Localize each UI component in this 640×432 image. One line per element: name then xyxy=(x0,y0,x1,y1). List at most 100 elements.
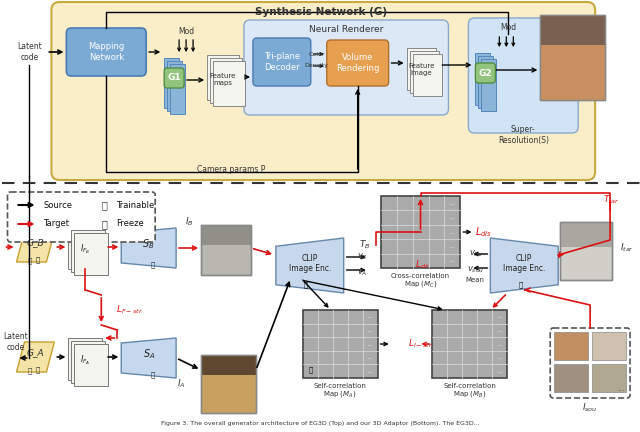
Text: ...: ... xyxy=(450,244,455,249)
Bar xyxy=(303,310,378,378)
FancyBboxPatch shape xyxy=(51,2,595,180)
Text: Volume
Rendering: Volume Rendering xyxy=(336,53,380,73)
Bar xyxy=(540,15,605,45)
Text: Tri-plane
Decoder: Tri-plane Decoder xyxy=(264,52,300,72)
Text: 🔓: 🔓 xyxy=(308,367,313,373)
Text: 🔒: 🔒 xyxy=(303,282,308,288)
Text: CLIP
Image Enc.: CLIP Image Enc. xyxy=(289,254,331,273)
Text: Figure 3. The overall generator architecture of EG3D (Top) and our 3D Adaptor (B: Figure 3. The overall generator architec… xyxy=(161,420,480,426)
Bar xyxy=(210,58,242,103)
Text: Synthesis Network (G): Synthesis Network (G) xyxy=(255,7,387,17)
Text: 🔒: 🔒 xyxy=(150,372,155,378)
FancyBboxPatch shape xyxy=(468,18,578,133)
Bar xyxy=(213,61,245,106)
Bar xyxy=(201,225,251,275)
Bar xyxy=(201,225,251,245)
Text: 🔒: 🔒 xyxy=(35,367,40,373)
Text: Self-correlation: Self-correlation xyxy=(314,383,367,389)
Text: Mod: Mod xyxy=(178,28,194,36)
Text: ...: ... xyxy=(497,355,502,360)
Text: Mapping
Network: Mapping Network xyxy=(88,42,124,62)
FancyBboxPatch shape xyxy=(550,328,630,398)
Text: 🔒: 🔒 xyxy=(101,219,107,229)
Text: 🔓: 🔓 xyxy=(150,262,155,268)
Text: $T_B$: $T_B$ xyxy=(359,239,371,251)
Polygon shape xyxy=(17,232,54,262)
Text: Latent
code: Latent code xyxy=(17,42,42,62)
Polygon shape xyxy=(276,238,344,293)
Bar xyxy=(592,332,626,360)
Text: 🔒: 🔒 xyxy=(28,258,31,264)
Text: ...: ... xyxy=(497,342,502,346)
Text: ...: ... xyxy=(450,201,455,206)
FancyBboxPatch shape xyxy=(67,28,146,76)
Text: Map ($M_B$): Map ($M_B$) xyxy=(453,389,486,399)
FancyBboxPatch shape xyxy=(327,40,388,86)
Bar xyxy=(164,58,179,108)
Text: $S_B$: $S_B$ xyxy=(143,237,155,251)
Text: ...: ... xyxy=(450,258,455,263)
Text: $I_{tar}$: $I_{tar}$ xyxy=(620,242,634,254)
Bar xyxy=(68,338,102,380)
Text: ...: ... xyxy=(450,229,455,235)
Text: $I_{F_B}$: $I_{F_B}$ xyxy=(80,242,90,256)
Text: ...: ... xyxy=(497,314,502,319)
Bar xyxy=(406,48,436,90)
Text: ...: ... xyxy=(367,328,372,333)
Text: $T_{tar}$: $T_{tar}$ xyxy=(604,194,620,206)
Text: ...: ... xyxy=(367,314,372,319)
Bar xyxy=(381,196,460,268)
Bar xyxy=(167,61,182,111)
Bar xyxy=(410,51,440,93)
Bar xyxy=(201,225,251,275)
Bar xyxy=(201,355,256,413)
Bar xyxy=(74,233,108,275)
Text: Mod: Mod xyxy=(500,23,516,32)
Text: Map ($M_C$): Map ($M_C$) xyxy=(404,279,437,289)
Text: 🔓: 🔓 xyxy=(101,200,107,210)
FancyBboxPatch shape xyxy=(244,20,449,115)
Bar xyxy=(540,15,605,100)
Text: G_A: G_A xyxy=(27,349,44,358)
Text: Trainable: Trainable xyxy=(116,200,154,210)
Bar xyxy=(74,344,108,386)
Bar xyxy=(560,222,612,247)
Text: Feature
maps: Feature maps xyxy=(210,73,236,86)
Text: $v_{sou}$: $v_{sou}$ xyxy=(467,265,484,275)
FancyBboxPatch shape xyxy=(164,68,184,88)
Text: Density: Density xyxy=(305,64,329,69)
Text: $L_{dis}$: $L_{dis}$ xyxy=(476,225,492,239)
Bar xyxy=(540,15,605,100)
Text: Mean: Mean xyxy=(465,277,484,283)
Bar xyxy=(170,64,185,114)
Bar xyxy=(476,53,490,105)
Text: ...: ... xyxy=(497,328,502,333)
Text: Self-correlation: Self-correlation xyxy=(444,383,497,389)
Bar xyxy=(554,332,588,360)
Bar xyxy=(71,341,105,383)
Text: $v_A$: $v_A$ xyxy=(356,268,367,278)
Text: Camera params P: Camera params P xyxy=(196,165,265,175)
Polygon shape xyxy=(121,338,176,378)
Bar xyxy=(433,310,508,378)
Text: $v_{tar}$: $v_{tar}$ xyxy=(469,249,484,259)
Text: Latent
code: Latent code xyxy=(3,332,28,352)
Text: Source: Source xyxy=(44,200,72,210)
Text: $L_{dir}$: $L_{dir}$ xyxy=(415,259,430,271)
Text: Super-
Resolution(S): Super- Resolution(S) xyxy=(498,125,548,145)
Bar xyxy=(201,355,256,413)
Text: ...: ... xyxy=(450,215,455,220)
FancyBboxPatch shape xyxy=(476,63,495,83)
Text: $I_{F_A}$: $I_{F_A}$ xyxy=(80,353,90,367)
Text: G_B: G_B xyxy=(27,238,44,248)
Bar xyxy=(560,222,612,280)
Text: $v_B$: $v_B$ xyxy=(356,252,367,262)
Bar xyxy=(413,54,442,96)
Text: ...: ... xyxy=(497,368,502,374)
Polygon shape xyxy=(490,238,558,293)
Text: $S_A$: $S_A$ xyxy=(143,347,155,361)
Text: Map ($M_A$): Map ($M_A$) xyxy=(323,389,357,399)
Text: Freeze: Freeze xyxy=(116,219,144,229)
Text: G1: G1 xyxy=(167,73,181,83)
Bar xyxy=(478,56,493,108)
